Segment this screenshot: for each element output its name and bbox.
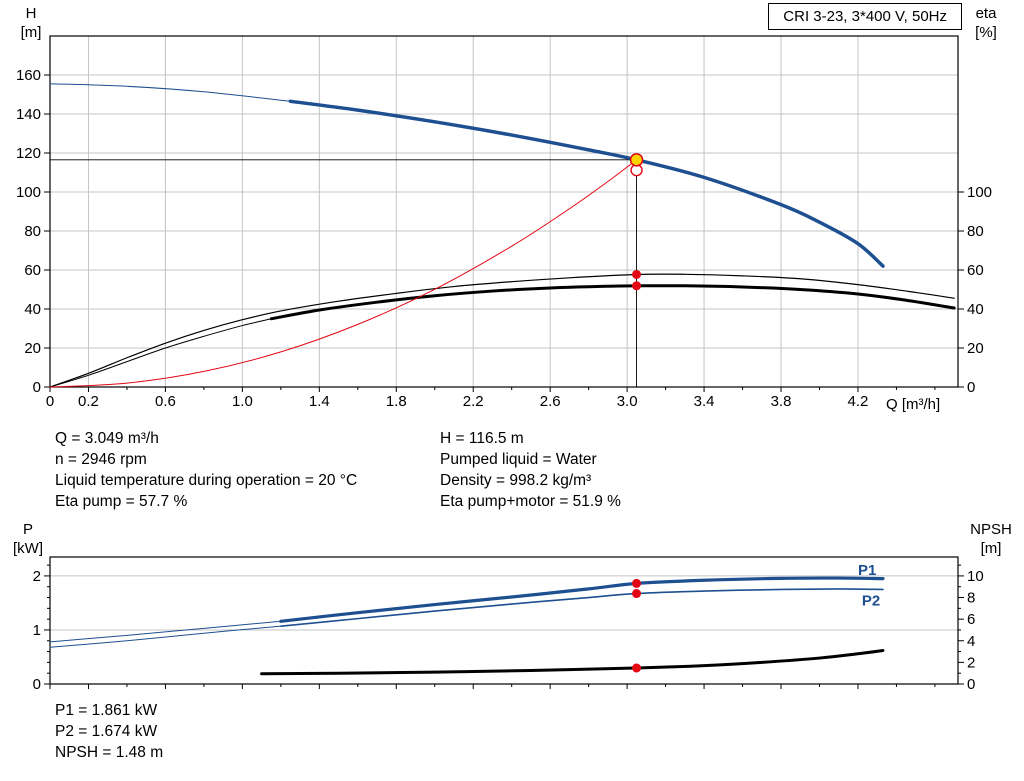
eta-pump-motor-duty-dot	[632, 281, 642, 291]
curve-label-P1: P1	[858, 562, 876, 579]
duty-pumped-liquid: Pumped liquid = Water	[440, 451, 597, 468]
eta-pump-duty-dot	[632, 269, 642, 279]
svg-text:0.2: 0.2	[78, 393, 99, 410]
p2-value: P2 = 1.674 kW	[55, 723, 158, 740]
svg-text:2.2: 2.2	[463, 393, 484, 410]
series-p2-curve	[280, 588, 884, 627]
power-npsh-chart: 0 1 2 0 2 4 6 8 10 P1 P2	[33, 556, 984, 692]
npsh-value: NPSH = 1.48 m	[55, 744, 164, 761]
series-system-curve	[49, 159, 638, 388]
series-p1-curve	[279, 576, 885, 623]
p1-value: P1 = 1.861 kW	[55, 702, 158, 719]
duty-flow-value: Q = 3.049 m³/h	[55, 430, 159, 447]
svg-text:0: 0	[46, 393, 54, 410]
svg-text:100: 100	[16, 184, 41, 201]
series-p1-lead-in	[49, 620, 282, 643]
series-eta-pump-curve	[49, 273, 955, 388]
svg-text:20: 20	[967, 340, 984, 357]
svg-text:8: 8	[967, 590, 975, 607]
duty-point-marker	[629, 153, 644, 167]
svg-text:3.0: 3.0	[617, 393, 638, 410]
duty-info-right: H = 116.5 m Pumped liquid = Water Densit…	[440, 428, 621, 512]
svg-text:1.4: 1.4	[309, 393, 330, 410]
h-axis-title-unit: [m]	[20, 24, 42, 41]
npsh-axis-title-unit: [m]	[980, 540, 1002, 557]
duty-liquid-temperature: Liquid temperature during operation = 20…	[55, 472, 358, 489]
duty-head-value: H = 116.5 m	[440, 430, 524, 447]
svg-text:1: 1	[33, 622, 41, 639]
q-axis-label: Q [m³/h]	[886, 396, 941, 413]
p2-duty-dot	[632, 589, 642, 599]
p1-duty-dot	[632, 578, 642, 588]
svg-text:0: 0	[33, 676, 41, 692]
svg-text:2.6: 2.6	[540, 393, 561, 410]
svg-text:60: 60	[24, 262, 41, 279]
svg-text:10: 10	[967, 568, 984, 585]
svg-text:100: 100	[967, 184, 992, 201]
duty-eta-pump-motor: Eta pump+motor = 51.9 %	[440, 493, 621, 510]
power-info: P1 = 1.861 kW P2 = 1.674 kW NPSH = 1.48 …	[55, 700, 163, 763]
h-axis-title: H [m]	[12, 4, 50, 42]
svg-text:40: 40	[967, 301, 984, 318]
svg-text:80: 80	[967, 223, 984, 240]
series-p2-lead-in	[49, 625, 282, 648]
power-axis-title: P [kW]	[6, 520, 50, 558]
svg-text:2: 2	[33, 568, 41, 585]
series-eta-pump-motor-curve	[269, 284, 956, 321]
svg-text:80: 80	[24, 223, 41, 240]
npsh-duty-dot	[632, 663, 642, 673]
svg-text:4.2: 4.2	[848, 393, 869, 410]
svg-text:60: 60	[967, 262, 984, 279]
series-npsh-curve	[260, 648, 885, 676]
svg-text:0: 0	[967, 676, 975, 692]
series-head-curve	[288, 99, 885, 268]
svg-text:140: 140	[16, 106, 41, 123]
power-axis-title-symbol: P	[22, 521, 33, 538]
series-eta-pump-motor-lead-in	[49, 318, 272, 388]
svg-text:1.0: 1.0	[232, 393, 253, 410]
npsh-axis-title: NPSH [m]	[962, 520, 1020, 558]
eta-axis-title-symbol: eta	[975, 5, 997, 22]
eta-axis-title: eta [%]	[968, 4, 1004, 42]
svg-text:120: 120	[16, 145, 41, 162]
duty-eta-pump: Eta pump = 57.7 %	[55, 493, 188, 510]
npsh-axis-title-symbol: NPSH	[970, 521, 1012, 538]
power-axis-title-unit: [kW]	[13, 540, 43, 557]
svg-text:160: 160	[16, 67, 41, 84]
duty-info-left: Q = 3.049 m³/h n = 2946 rpm Liquid tempe…	[55, 428, 357, 512]
svg-text:3.4: 3.4	[694, 393, 715, 410]
head-efficiency-chart: 0 0.2 0.6 1.0 1.4 1.8 2.2 2.6 3.0 3.4 3.8 4.2 0 20 40 6…	[16, 35, 992, 410]
svg-text:40: 40	[24, 301, 41, 318]
svg-text:6: 6	[967, 611, 975, 628]
svg-text:1.8: 1.8	[386, 393, 407, 410]
h-axis-title-symbol: H	[25, 5, 37, 22]
eta-axis-title-unit: [%]	[975, 24, 997, 41]
svg-text:0: 0	[967, 379, 975, 396]
series-head-curve-lead-in	[49, 83, 291, 102]
pump-model-box: CRI 3-23, 3*400 V, 50Hz	[768, 3, 962, 30]
svg-text:3.8: 3.8	[771, 393, 792, 410]
svg-text:4: 4	[967, 633, 975, 650]
svg-text:20: 20	[24, 340, 41, 357]
duty-density-value: Density = 998.2 kg/m³	[440, 472, 592, 489]
svg-text:0: 0	[33, 379, 41, 396]
duty-speed-value: n = 2946 rpm	[55, 451, 147, 468]
svg-text:2: 2	[967, 654, 975, 671]
svg-text:0.6: 0.6	[155, 393, 176, 410]
curve-label-P2: P2	[862, 593, 880, 610]
